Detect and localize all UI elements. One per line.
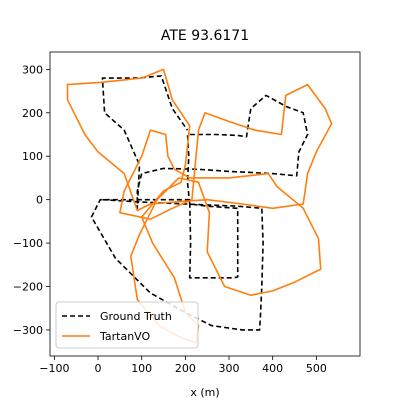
y-tick-label: 0 [36,194,43,207]
legend-label-ground-truth: Ground Truth [100,310,172,323]
x-tick-label: 0 [95,362,102,375]
x-tick-label: 500 [306,362,327,375]
x-tick-label: 100 [131,362,152,375]
x-tick-label: 300 [219,362,240,375]
legend-label-tartanvo: TartanVO [99,330,151,343]
y-tick-label: −200 [13,281,43,294]
y-tick-label: −100 [13,237,43,250]
y-tick-label: −300 [13,324,43,337]
chart-title: ATE 93.6171 [161,28,249,44]
y-tick-label: 100 [22,150,43,163]
x-tick-label: 400 [262,362,283,375]
x-tick-label: −100 [39,362,69,375]
legend: Ground Truth TartanVO [56,302,198,348]
series-line-ground-truth [92,76,308,330]
y-axis-ticks: −300 −200 −100 0 100 200 300 [13,63,50,337]
x-axis-ticks: −100 0 100 200 300 400 500 [39,356,327,375]
x-axis-label: x (m) [190,386,219,399]
x-tick-label: 200 [175,362,196,375]
y-tick-label: 200 [22,107,43,120]
y-tick-label: 300 [22,63,43,76]
